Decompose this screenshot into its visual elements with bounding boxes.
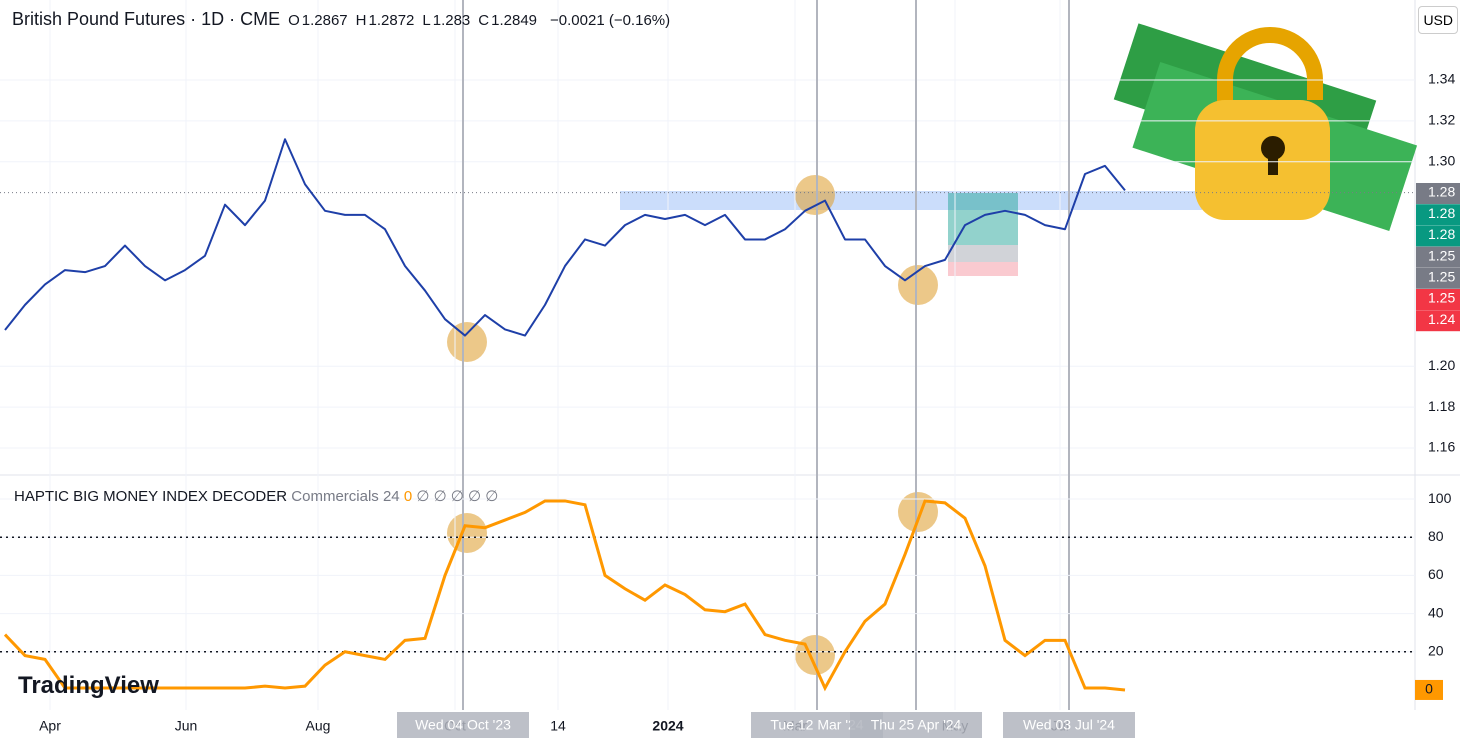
ohlc-value: 1.2867 [301,12,348,29]
currency-button[interactable]: USD [1418,6,1458,34]
date-marker-box [850,712,982,738]
loss-zone [948,262,1018,276]
ohlc-value: 1.283 [432,12,471,29]
highlight [898,492,938,532]
change: −0.0021 (−0.16%) [550,12,671,29]
ohlc-key: C [478,12,490,29]
highlight [795,175,835,215]
ohlc-key: H [355,12,367,29]
y-tick-label: 1.34 [1428,71,1455,87]
y-tick-label: 1.18 [1428,398,1455,414]
x-tick-label: Apr [39,718,61,734]
y-tick-label: 80 [1428,528,1444,544]
date-marker-box [397,712,529,738]
date-marker-label: Wed 03 Jul '24 [1023,717,1115,733]
y-tick-label: 40 [1428,604,1444,620]
ohlc-value: 1.2872 [368,12,415,29]
price-label-box [1416,204,1460,226]
indicator-title: HAPTIC BIG MONEY INDEX DECODER [14,488,288,505]
money-lock-icon [1113,23,1418,232]
lock-shackle [1217,27,1323,120]
highlight [447,322,487,362]
ohlc-key: O [288,12,300,29]
price-label: 1.25 [1428,290,1455,306]
lock-body [1195,100,1330,220]
date-marker-label: Thu 25 Apr '24 [871,717,962,733]
y-tick-label: 1.16 [1428,439,1455,455]
date-marker-label: Wed 04 Oct '23 [415,717,511,733]
date-marker-label: Tue 12 Mar '24 [770,717,863,733]
price-label-box [1416,289,1460,310]
indicator-flags: ∅ ∅ ∅ ∅ ∅ [416,488,499,505]
y-tick-label: 100 [1428,490,1452,506]
x-tick-label: Jun [175,718,198,734]
price-label-box [1416,267,1460,289]
series-line [4,138,1126,337]
price-label: 1.28 [1428,184,1455,200]
price-label: 1.25 [1428,247,1455,263]
highlight [447,513,487,553]
indicator-params: Commercials 24 [291,488,400,505]
last-value-box [1415,679,1443,700]
date-marker-box [1003,712,1135,738]
x-tick-label: 14 [550,718,566,734]
y-tick-label: 20 [1428,642,1444,658]
ohlc-key: L [422,12,431,29]
price-label-box [1416,225,1460,247]
x-tick-label: Aug [306,718,331,734]
indicator-value: 0 [403,488,413,505]
series-line [3,499,1126,692]
price-label-box [1416,246,1460,268]
watermark: TradingView [18,672,159,699]
entry-zone [948,245,1018,262]
indicator-legend: HAPTIC BIG MONEY INDEX DECODER Commercia… [14,487,498,505]
price-label: 1.28 [1428,205,1455,221]
keyhole [1261,136,1285,160]
highlight [898,265,938,305]
price-label: 1.24 [1428,311,1455,327]
y-tick-label: 60 [1428,566,1444,582]
zone [620,191,1202,210]
y-tick-label: 1.20 [1428,357,1455,373]
last-value-label: 0 [1425,681,1433,697]
keyhole [1268,150,1278,175]
y-tick-label: 1.30 [1428,152,1455,168]
x-tick-label: 2024 [652,718,683,734]
price-label: 1.25 [1428,269,1455,285]
ohlc-value: 1.2849 [491,12,538,29]
symbol-header: British Pound Futures · 1D · CME O 1.2867 H… [12,9,670,30]
price-label: 1.28 [1428,226,1455,242]
y-tick-label: 1.32 [1428,112,1455,128]
price-label-box [1416,183,1460,204]
symbol-title: British Pound Futures · 1D · CME [12,9,281,29]
price-label-box [1416,310,1460,332]
